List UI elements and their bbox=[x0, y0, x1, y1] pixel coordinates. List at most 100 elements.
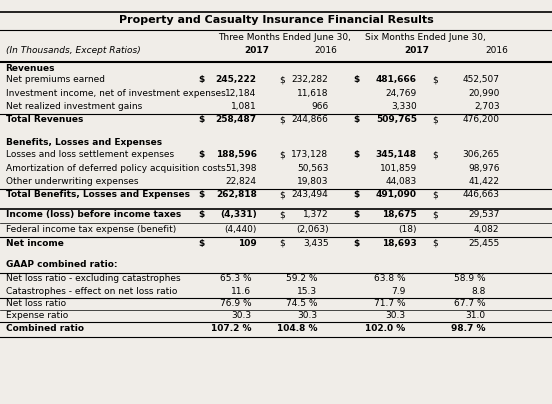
Text: Revenues: Revenues bbox=[6, 64, 55, 73]
Text: Combined ratio: Combined ratio bbox=[6, 324, 83, 332]
Text: 107.2 %: 107.2 % bbox=[211, 324, 251, 332]
Text: GAAP combined ratio:: GAAP combined ratio: bbox=[6, 260, 117, 269]
Text: 2016: 2016 bbox=[314, 46, 337, 55]
Text: $: $ bbox=[199, 76, 205, 84]
Text: 44,083: 44,083 bbox=[385, 177, 417, 186]
Text: $: $ bbox=[279, 239, 284, 248]
Text: Net loss ratio - excluding catastrophes: Net loss ratio - excluding catastrophes bbox=[6, 274, 180, 283]
Text: 2017: 2017 bbox=[244, 46, 269, 55]
Text: 98,976: 98,976 bbox=[468, 164, 500, 173]
Text: 25,455: 25,455 bbox=[468, 239, 500, 248]
Text: $: $ bbox=[432, 210, 438, 219]
Text: $: $ bbox=[353, 76, 359, 84]
Text: 24,769: 24,769 bbox=[385, 89, 417, 98]
Text: Net income: Net income bbox=[6, 239, 63, 248]
Text: 262,818: 262,818 bbox=[216, 190, 257, 199]
Text: 3,330: 3,330 bbox=[391, 102, 417, 111]
Text: 1,081: 1,081 bbox=[231, 102, 257, 111]
Text: 65.3 %: 65.3 % bbox=[220, 274, 251, 283]
Text: 345,148: 345,148 bbox=[375, 150, 417, 159]
Text: Losses and loss settlement expenses: Losses and loss settlement expenses bbox=[6, 150, 174, 159]
Text: $: $ bbox=[353, 210, 359, 219]
Text: 30.3: 30.3 bbox=[231, 311, 251, 320]
Text: Net loss ratio: Net loss ratio bbox=[6, 299, 66, 308]
Text: $: $ bbox=[279, 190, 284, 199]
Text: (4,331): (4,331) bbox=[220, 210, 257, 219]
Text: (18): (18) bbox=[398, 225, 417, 234]
Text: $: $ bbox=[432, 76, 438, 84]
Text: 2017: 2017 bbox=[404, 46, 429, 55]
Text: 8.8: 8.8 bbox=[471, 287, 486, 296]
Text: 966: 966 bbox=[311, 102, 328, 111]
Text: 491,090: 491,090 bbox=[376, 190, 417, 199]
Text: 104.8 %: 104.8 % bbox=[277, 324, 317, 332]
Text: 481,666: 481,666 bbox=[376, 76, 417, 84]
Text: 98.7 %: 98.7 % bbox=[452, 324, 486, 332]
Text: 173,128: 173,128 bbox=[291, 150, 328, 159]
Text: 50,563: 50,563 bbox=[297, 164, 328, 173]
Text: 63.8 %: 63.8 % bbox=[374, 274, 406, 283]
Text: Property and Casualty Insurance Financial Results: Property and Casualty Insurance Financia… bbox=[119, 15, 433, 25]
Text: 59.2 %: 59.2 % bbox=[286, 274, 317, 283]
Text: 15.3: 15.3 bbox=[298, 287, 317, 296]
Text: 19,803: 19,803 bbox=[297, 177, 328, 186]
Text: 71.7 %: 71.7 % bbox=[374, 299, 406, 308]
Text: $: $ bbox=[432, 150, 438, 159]
Text: $: $ bbox=[279, 150, 284, 159]
Text: 67.7 %: 67.7 % bbox=[454, 299, 486, 308]
Text: 31.0: 31.0 bbox=[466, 311, 486, 320]
Text: 18,693: 18,693 bbox=[382, 239, 417, 248]
Text: 446,663: 446,663 bbox=[463, 190, 500, 199]
Text: 452,507: 452,507 bbox=[463, 76, 500, 84]
Text: Other underwriting expenses: Other underwriting expenses bbox=[6, 177, 138, 186]
Text: Total Benefits, Losses and Expenses: Total Benefits, Losses and Expenses bbox=[6, 190, 189, 199]
Text: (In Thousands, Except Ratios): (In Thousands, Except Ratios) bbox=[6, 46, 140, 55]
Text: Federal income tax expense (benefit): Federal income tax expense (benefit) bbox=[6, 225, 176, 234]
Text: 476,200: 476,200 bbox=[463, 116, 500, 124]
Text: 76.9 %: 76.9 % bbox=[220, 299, 251, 308]
Text: $: $ bbox=[279, 76, 284, 84]
Text: 20,990: 20,990 bbox=[468, 89, 500, 98]
Text: (2,063): (2,063) bbox=[296, 225, 328, 234]
Text: $: $ bbox=[353, 116, 359, 124]
Text: Three Months Ended June 30,: Three Months Ended June 30, bbox=[218, 33, 351, 42]
Text: 2016: 2016 bbox=[485, 46, 508, 55]
Text: 2,703: 2,703 bbox=[474, 102, 500, 111]
Text: 3,435: 3,435 bbox=[303, 239, 328, 248]
Text: $: $ bbox=[353, 150, 359, 159]
Text: 101,859: 101,859 bbox=[380, 164, 417, 173]
Text: Net realized investment gains: Net realized investment gains bbox=[6, 102, 142, 111]
Text: Investment income, net of investment expenses: Investment income, net of investment exp… bbox=[6, 89, 225, 98]
Text: 509,765: 509,765 bbox=[376, 116, 417, 124]
Text: $: $ bbox=[279, 210, 284, 219]
Text: 18,675: 18,675 bbox=[382, 210, 417, 219]
Text: 4,082: 4,082 bbox=[474, 225, 500, 234]
Text: 29,537: 29,537 bbox=[468, 210, 500, 219]
Text: 258,487: 258,487 bbox=[215, 116, 257, 124]
Text: $: $ bbox=[199, 239, 205, 248]
Text: 232,282: 232,282 bbox=[291, 76, 328, 84]
Text: 306,265: 306,265 bbox=[463, 150, 500, 159]
Text: 109: 109 bbox=[238, 239, 257, 248]
Text: 51,398: 51,398 bbox=[225, 164, 257, 173]
Text: Net premiums earned: Net premiums earned bbox=[6, 76, 104, 84]
Text: Total Revenues: Total Revenues bbox=[6, 116, 83, 124]
Text: 7.9: 7.9 bbox=[391, 287, 406, 296]
Text: Expense ratio: Expense ratio bbox=[6, 311, 68, 320]
Text: $: $ bbox=[279, 116, 284, 124]
Text: $: $ bbox=[199, 210, 205, 219]
Text: 58.9 %: 58.9 % bbox=[454, 274, 486, 283]
Text: 11,618: 11,618 bbox=[297, 89, 328, 98]
Text: $: $ bbox=[432, 116, 438, 124]
Text: $: $ bbox=[199, 116, 205, 124]
Text: 1,372: 1,372 bbox=[303, 210, 328, 219]
Text: 244,866: 244,866 bbox=[291, 116, 328, 124]
Text: $: $ bbox=[199, 190, 205, 199]
Text: $: $ bbox=[353, 190, 359, 199]
Text: 102.0 %: 102.0 % bbox=[365, 324, 406, 332]
Text: $: $ bbox=[432, 190, 438, 199]
Text: (4,440): (4,440) bbox=[224, 225, 257, 234]
Text: 41,422: 41,422 bbox=[469, 177, 500, 186]
Text: 30.3: 30.3 bbox=[386, 311, 406, 320]
Text: 22,824: 22,824 bbox=[226, 177, 257, 186]
